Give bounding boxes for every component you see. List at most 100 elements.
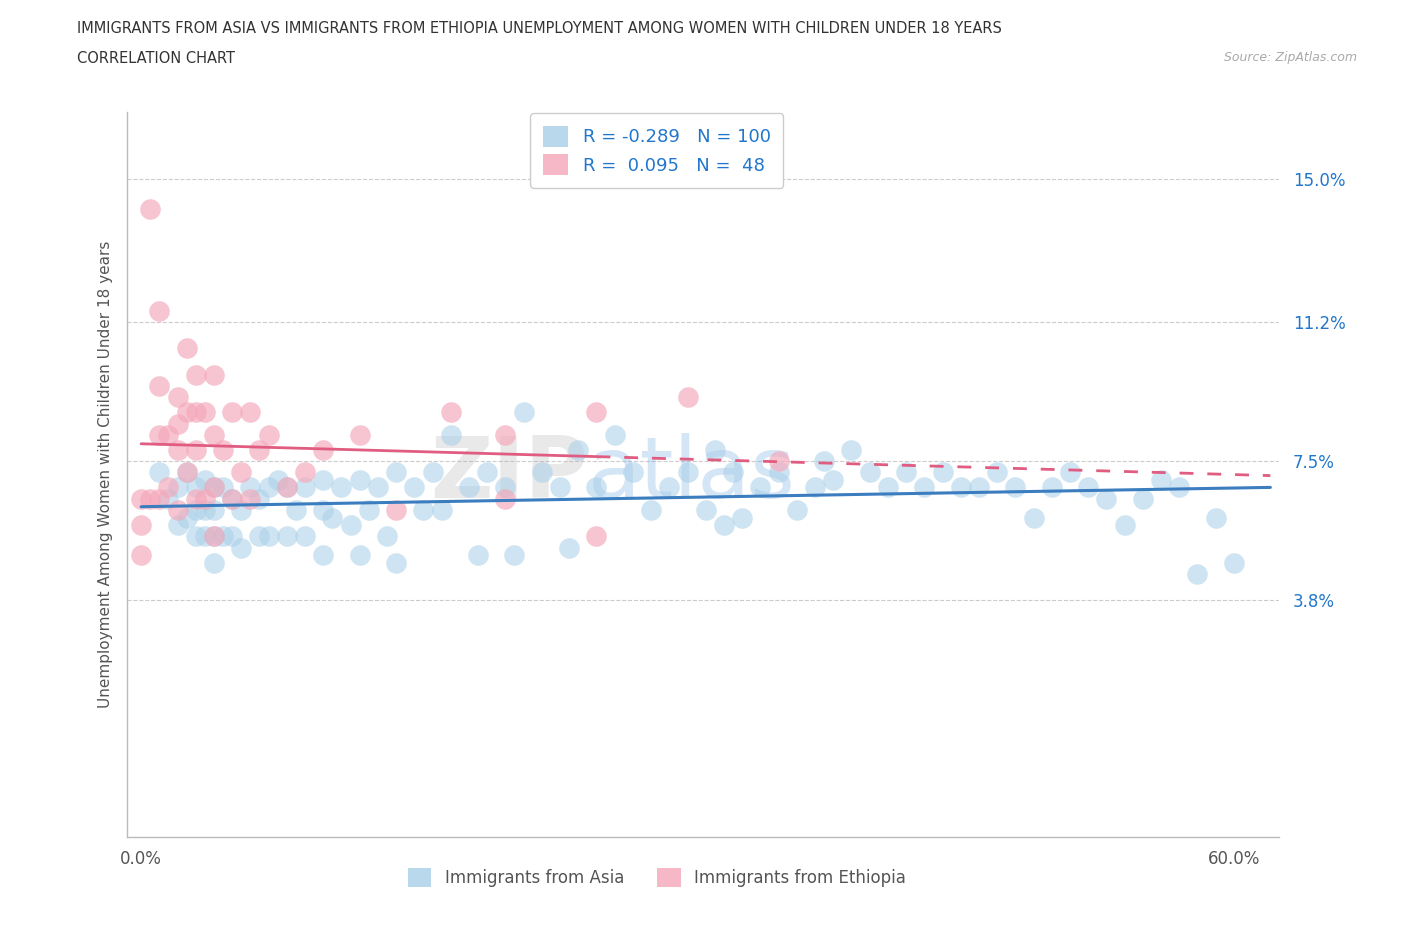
- Point: [813, 454, 835, 469]
- Point: [1150, 472, 1173, 487]
- Point: [221, 491, 243, 506]
- Point: [194, 491, 217, 506]
- Point: [1132, 491, 1154, 506]
- Point: [859, 465, 882, 480]
- Point: [166, 443, 188, 458]
- Point: [721, 465, 744, 480]
- Point: [967, 480, 990, 495]
- Point: [676, 390, 699, 405]
- Point: [166, 502, 188, 517]
- Point: [202, 555, 225, 570]
- Text: atlas: atlas: [588, 432, 796, 516]
- Point: [312, 502, 335, 517]
- Point: [440, 428, 463, 443]
- Point: [823, 472, 845, 487]
- Point: [139, 491, 162, 506]
- Point: [221, 529, 243, 544]
- Point: [231, 502, 253, 517]
- Point: [157, 491, 180, 506]
- Point: [621, 465, 644, 480]
- Point: [249, 529, 271, 544]
- Point: [202, 502, 225, 517]
- Point: [166, 480, 188, 495]
- Point: [166, 518, 188, 533]
- Point: [349, 548, 371, 563]
- Point: [1059, 465, 1081, 480]
- Point: [184, 367, 207, 382]
- Point: [503, 548, 526, 563]
- Point: [239, 491, 262, 506]
- Point: [695, 502, 717, 517]
- Point: [986, 465, 1008, 480]
- Text: IMMIGRANTS FROM ASIA VS IMMIGRANTS FROM ETHIOPIA UNEMPLOYMENT AMONG WOMEN WITH C: IMMIGRANTS FROM ASIA VS IMMIGRANTS FROM …: [77, 21, 1002, 36]
- Text: CORRELATION CHART: CORRELATION CHART: [77, 51, 235, 66]
- Point: [194, 502, 217, 517]
- Point: [567, 443, 589, 458]
- Point: [1077, 480, 1099, 495]
- Point: [494, 480, 516, 495]
- Point: [367, 480, 389, 495]
- Point: [202, 480, 225, 495]
- Point: [148, 428, 170, 443]
- Point: [202, 480, 225, 495]
- Text: ZIP: ZIP: [430, 432, 588, 516]
- Point: [202, 367, 225, 382]
- Point: [412, 502, 434, 517]
- Point: [321, 510, 343, 525]
- Point: [1114, 518, 1136, 533]
- Point: [548, 480, 571, 495]
- Point: [467, 548, 489, 563]
- Point: [212, 443, 235, 458]
- Point: [1187, 566, 1209, 581]
- Point: [194, 529, 217, 544]
- Point: [786, 502, 808, 517]
- Point: [640, 502, 662, 517]
- Point: [157, 428, 180, 443]
- Point: [148, 491, 170, 506]
- Point: [585, 529, 607, 544]
- Point: [375, 529, 398, 544]
- Point: [129, 518, 152, 533]
- Point: [404, 480, 426, 495]
- Point: [176, 405, 198, 419]
- Point: [458, 480, 481, 495]
- Point: [184, 443, 207, 458]
- Point: [1095, 491, 1118, 506]
- Point: [294, 480, 316, 495]
- Point: [221, 491, 243, 506]
- Point: [1040, 480, 1063, 495]
- Point: [512, 405, 534, 419]
- Point: [658, 480, 681, 495]
- Point: [139, 202, 162, 217]
- Point: [294, 529, 316, 544]
- Point: [202, 529, 225, 544]
- Point: [276, 480, 298, 495]
- Point: [1205, 510, 1227, 525]
- Point: [231, 465, 253, 480]
- Point: [157, 480, 180, 495]
- Point: [231, 540, 253, 555]
- Point: [422, 465, 444, 480]
- Point: [330, 480, 353, 495]
- Point: [257, 529, 280, 544]
- Point: [713, 518, 735, 533]
- Point: [339, 518, 361, 533]
- Point: [249, 491, 271, 506]
- Point: [184, 480, 207, 495]
- Point: [768, 454, 790, 469]
- Point: [603, 428, 626, 443]
- Point: [184, 491, 207, 506]
- Point: [148, 303, 170, 318]
- Point: [876, 480, 898, 495]
- Point: [585, 480, 607, 495]
- Point: [294, 465, 316, 480]
- Point: [385, 555, 408, 570]
- Point: [749, 480, 772, 495]
- Point: [385, 465, 408, 480]
- Point: [931, 465, 953, 480]
- Y-axis label: Unemployment Among Women with Children Under 18 years: Unemployment Among Women with Children U…: [97, 241, 112, 708]
- Point: [1168, 480, 1191, 495]
- Point: [558, 540, 581, 555]
- Point: [357, 502, 380, 517]
- Point: [212, 480, 235, 495]
